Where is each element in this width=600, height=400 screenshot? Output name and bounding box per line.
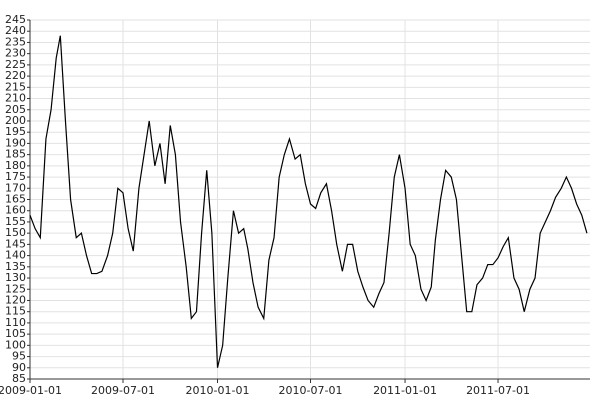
y-tick-label: 210	[5, 92, 26, 105]
x-tick-label: 2010-01-01	[186, 384, 250, 397]
y-tick-label: 115	[5, 305, 26, 318]
y-tick-label: 185	[5, 148, 26, 161]
y-tick-label: 220	[5, 69, 26, 82]
y-tick-label: 160	[5, 204, 26, 217]
y-tick-label: 175	[5, 170, 26, 183]
y-tick-label: 215	[5, 80, 26, 93]
y-tick-label: 125	[5, 282, 26, 295]
data-line	[29, 35, 588, 368]
y-tick-label: 200	[5, 114, 26, 127]
y-tick-label: 145	[5, 237, 26, 250]
y-tick-label: 230	[5, 47, 26, 60]
y-tick-label: 245	[5, 13, 26, 26]
x-tick-label: 2011-07-01	[466, 384, 530, 397]
x-tick-label: 2011-01-01	[373, 384, 437, 397]
y-tick-label: 240	[5, 24, 26, 37]
x-tick-label: 2010-07-01	[279, 384, 343, 397]
y-tick-label: 155	[5, 215, 26, 228]
y-tick-label: 165	[5, 193, 26, 206]
y-tick-label: 140	[5, 249, 26, 262]
y-tick-label: 225	[5, 58, 26, 71]
y-tick-label: 120	[5, 293, 26, 306]
y-tick-label: 190	[5, 136, 26, 149]
y-tick-label: 100	[5, 338, 26, 351]
y-tick-label: 170	[5, 181, 26, 194]
y-tick-label: 235	[5, 35, 26, 48]
y-tick-label: 130	[5, 271, 26, 284]
y-tick-label: 85	[12, 372, 26, 385]
y-tick-label: 90	[12, 361, 26, 374]
y-tick-label: 95	[12, 350, 26, 363]
y-tick-label: 150	[5, 226, 26, 239]
y-tick-label: 205	[5, 103, 26, 116]
y-tick-label: 180	[5, 159, 26, 172]
x-tick-label: 2009-01-01	[0, 384, 62, 397]
x-tick-label: 2009-07-01	[91, 384, 155, 397]
y-tick-label: 105	[5, 327, 26, 340]
y-tick-label: 195	[5, 125, 26, 138]
y-tick-label: 110	[5, 316, 26, 329]
y-tick-label: 135	[5, 260, 26, 273]
